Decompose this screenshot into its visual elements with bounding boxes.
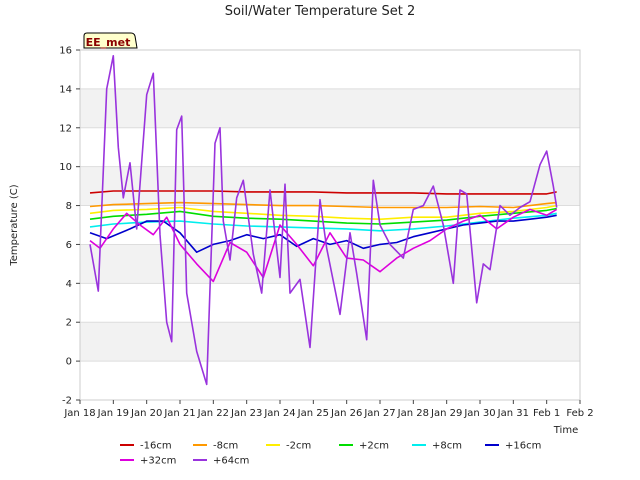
x-tick-label: Jan 19 [97,408,129,419]
station-badge-text: EE_met [86,36,131,49]
series-line-2cm [89,207,557,225]
x-tick-label: Jan 25 [297,408,329,419]
x-tick-label: Jan 23 [230,408,262,419]
x-tick-label: Jan 28 [397,408,429,419]
y-tick-label: 16 [59,46,72,57]
x-tick-label: Jan 31 [497,408,529,419]
legend-label: -2cm [286,441,311,452]
grid-band [80,166,580,206]
x-tick-label: Jan 20 [130,408,162,419]
x-tick-label: Jan 24 [263,408,295,419]
y-tick-label: 14 [59,84,72,95]
series-line-32cm [89,208,558,283]
plot-frame [79,49,581,401]
legend: -16cm -8cm -2cm +2cm +8cm +16cm +32cm +64cm [120,441,541,467]
y-tick-label: 12 [59,123,72,134]
series-line-2cm [89,204,557,220]
series-line-64cm [89,54,558,386]
y-tick-label: 4 [66,279,72,290]
x-axis: Jan 18 Jan 19 Jan 20 Jan 21 Jan 22 Jan 23 Jan … [63,400,594,419]
series-line-8cm [89,201,557,209]
series-line-16cm [89,190,557,195]
y-tick-label: -2 [62,396,72,407]
y-tick-label: 8 [66,201,72,212]
grid-band [80,322,580,362]
chart-title: Soil/Water Temperature Set 2 [225,4,416,19]
x-tick-label: Jan 26 [330,408,362,419]
x-tick-label: Jan 18 [63,408,95,419]
y-axis: -2 0 2 4 6 8 10 12 14 16 [59,46,80,407]
legend-label: +8cm [432,441,462,452]
station-badge: EE_met [83,32,138,49]
x-tick-label: Jan 22 [197,408,229,419]
x-tick-label: Jan 29 [430,408,462,419]
legend-label: +32cm [140,456,176,467]
legend-label: +2cm [359,441,389,452]
x-tick-label: Jan 30 [463,408,495,419]
grid-band [80,88,580,128]
y-tick-label: 6 [66,240,72,251]
legend-label: -8cm [213,441,238,452]
y-tick-label: 10 [59,162,72,173]
x-tick-label: Jan 27 [363,408,395,419]
x-axis-label: Time [553,425,578,436]
legend-label: +64cm [213,456,249,467]
x-tick-label: Feb 1 [533,408,560,419]
y-tick-label: 2 [66,318,72,329]
y-tick-label: 0 [66,357,72,368]
x-tick-label: Jan 21 [163,408,195,419]
legend-label: +16cm [505,441,541,452]
y-axis-label: Temperature (C) [9,184,20,266]
legend-label: -16cm [140,441,172,452]
x-tick-label: Feb 2 [566,408,593,419]
series-layer [89,54,558,386]
